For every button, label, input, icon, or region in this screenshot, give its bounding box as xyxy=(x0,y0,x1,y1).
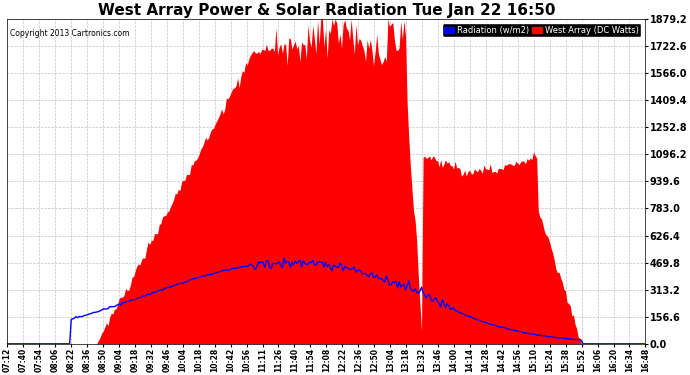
Legend: Radiation (w/m2), West Array (DC Watts): Radiation (w/m2), West Array (DC Watts) xyxy=(442,23,641,37)
Title: West Array Power & Solar Radiation Tue Jan 22 16:50: West Array Power & Solar Radiation Tue J… xyxy=(97,3,555,18)
Text: Copyright 2013 Cartronics.com: Copyright 2013 Cartronics.com xyxy=(10,29,130,38)
